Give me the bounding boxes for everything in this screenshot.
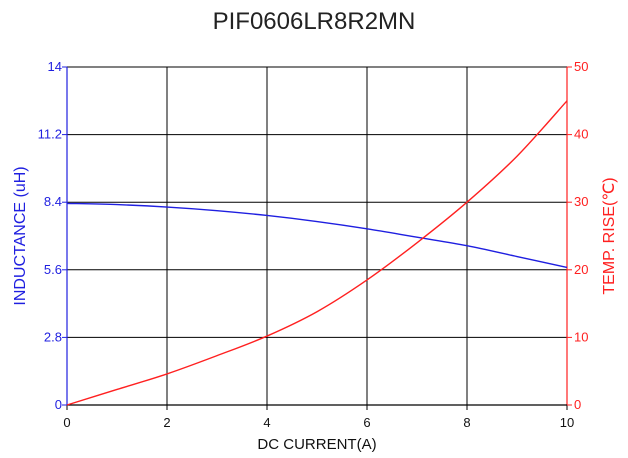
x-tick-label: 10 bbox=[560, 415, 574, 430]
y-left-tick-label: 2.8 bbox=[44, 329, 62, 344]
y-right-tick-label: 50 bbox=[574, 59, 588, 74]
y-left-tick-label: 8.4 bbox=[44, 194, 62, 209]
y-right-tick-label: 0 bbox=[574, 397, 581, 412]
x-tick-label: 6 bbox=[363, 415, 370, 430]
tick-marks bbox=[62, 66, 572, 410]
y-right-tick-label: 10 bbox=[574, 329, 588, 344]
x-tick-label: 2 bbox=[163, 415, 170, 430]
y-axis-right-label: TEMP. RISE(℃) bbox=[601, 177, 618, 294]
x-tick-label: 8 bbox=[463, 415, 470, 430]
y-right-tick-label: 30 bbox=[574, 194, 588, 209]
x-axis-label: DC CURRENT(A) bbox=[257, 436, 376, 453]
inductance-line bbox=[66, 202, 568, 269]
y-axis-left-label: INDUCTANCE (uH) bbox=[12, 166, 29, 305]
grid bbox=[66, 66, 568, 406]
series-lines bbox=[66, 100, 568, 406]
temp-rise-line bbox=[66, 100, 568, 406]
y-left-tick-label: 0 bbox=[55, 397, 62, 412]
x-tick-label: 0 bbox=[63, 415, 70, 430]
y-left-tick-label: 14 bbox=[48, 59, 62, 74]
chart-title: PIF0606LR8R2MN bbox=[213, 8, 416, 35]
y-left-tick-label: 5.6 bbox=[44, 262, 62, 277]
y-right-tick-label: 40 bbox=[574, 127, 588, 142]
x-tick-label: 4 bbox=[263, 415, 270, 430]
y-left-tick-label: 11.2 bbox=[38, 127, 62, 142]
y-right-tick-label: 20 bbox=[574, 262, 588, 277]
